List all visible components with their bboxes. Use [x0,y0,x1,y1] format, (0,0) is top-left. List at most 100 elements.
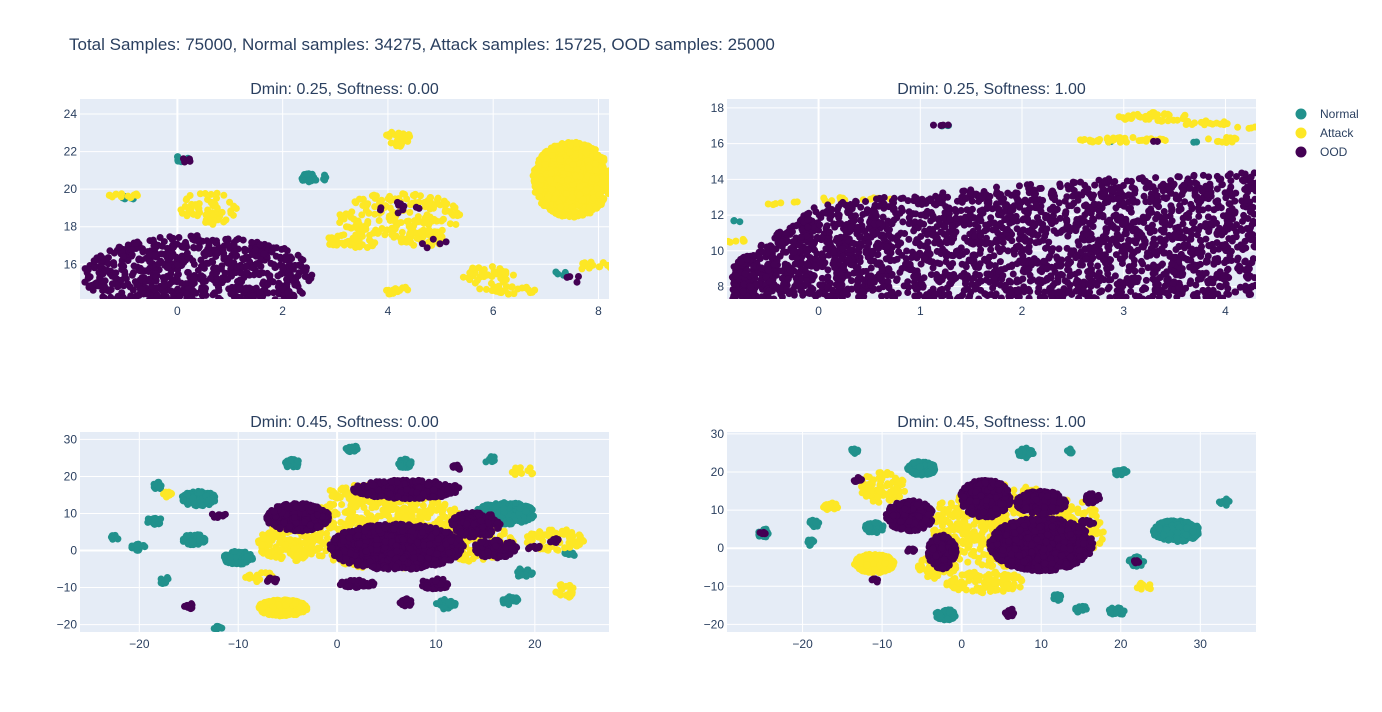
data-point [1021,196,1029,204]
data-point [548,186,556,194]
data-point [351,235,359,243]
data-point [157,300,164,307]
data-point [1019,275,1027,283]
data-point [828,286,836,294]
data-point [1147,194,1155,202]
data-point [766,278,774,286]
data-point [1218,231,1226,239]
data-point [1242,286,1250,294]
data-point [750,262,758,270]
data-point [1168,260,1176,268]
y-tick-label: −20 [57,618,78,632]
data-point [189,287,197,295]
data-point [912,251,920,259]
data-point [1082,225,1090,233]
data-point [553,175,561,183]
data-point [1085,280,1093,288]
data-point [573,278,581,286]
data-point [1072,287,1080,295]
data-point [1095,269,1103,277]
data-point [1224,172,1232,180]
data-point [1151,269,1159,277]
data-point [167,270,175,278]
data-point [436,201,444,209]
data-point [184,268,192,276]
data-point [199,273,207,281]
data-point [880,235,888,243]
data-point [107,293,115,299]
data-point [1094,136,1102,144]
data-point [1187,200,1195,208]
data-point [363,244,371,252]
data-point [867,248,875,256]
data-point [436,240,444,248]
data-point [1128,197,1136,205]
data-point [1219,241,1227,249]
data-point [139,307,146,314]
data-point [112,298,117,299]
data-point [209,220,217,228]
data-point [1041,294,1049,299]
data-point [1186,184,1194,192]
data-point [340,215,348,223]
data-point [730,217,738,225]
data-point [803,260,811,268]
data-point [1122,230,1130,238]
data-point [151,244,159,252]
data-point [1175,207,1183,215]
data-point [1047,272,1055,280]
data-point [418,240,426,248]
data-point [871,209,879,217]
data-point [732,272,740,280]
data-point [1245,124,1253,132]
data-point [727,238,734,246]
data-point [1243,196,1251,204]
data-point [243,300,250,307]
data-point [1021,235,1029,243]
data-point [441,208,449,216]
data-point [848,261,856,269]
data-point [1222,280,1230,288]
data-point [916,219,924,227]
data-point [154,307,161,314]
data-point [904,278,912,286]
series-attack [105,128,609,298]
data-point [566,273,574,281]
data-point [1092,295,1100,299]
data-point [162,274,170,282]
data-point [927,197,935,205]
data-point [303,170,311,178]
data-point [899,218,907,226]
data-point [867,264,875,272]
data-point [798,288,806,296]
data-point [321,176,329,184]
data-point [120,263,128,271]
data-point [862,267,870,275]
data-point [219,301,226,308]
data-point [947,263,955,271]
data-point [730,279,738,287]
data-point [411,191,419,199]
data-point [253,303,260,310]
data-point [245,302,252,309]
data-point [176,292,184,299]
data-point [1148,221,1156,229]
data-point [1126,204,1134,212]
data-point [1144,249,1152,257]
data-point [572,172,580,180]
data-point [1053,205,1061,213]
data-point [952,208,960,216]
data-point [879,213,887,221]
data-point [548,151,556,159]
data-point [749,271,757,279]
data-point [741,270,749,278]
data-point [282,256,290,264]
data-point [164,262,172,270]
data-point [998,234,1006,242]
data-point [1116,137,1124,145]
data-point [849,239,857,247]
data-point [920,255,928,263]
data-point [204,306,211,313]
